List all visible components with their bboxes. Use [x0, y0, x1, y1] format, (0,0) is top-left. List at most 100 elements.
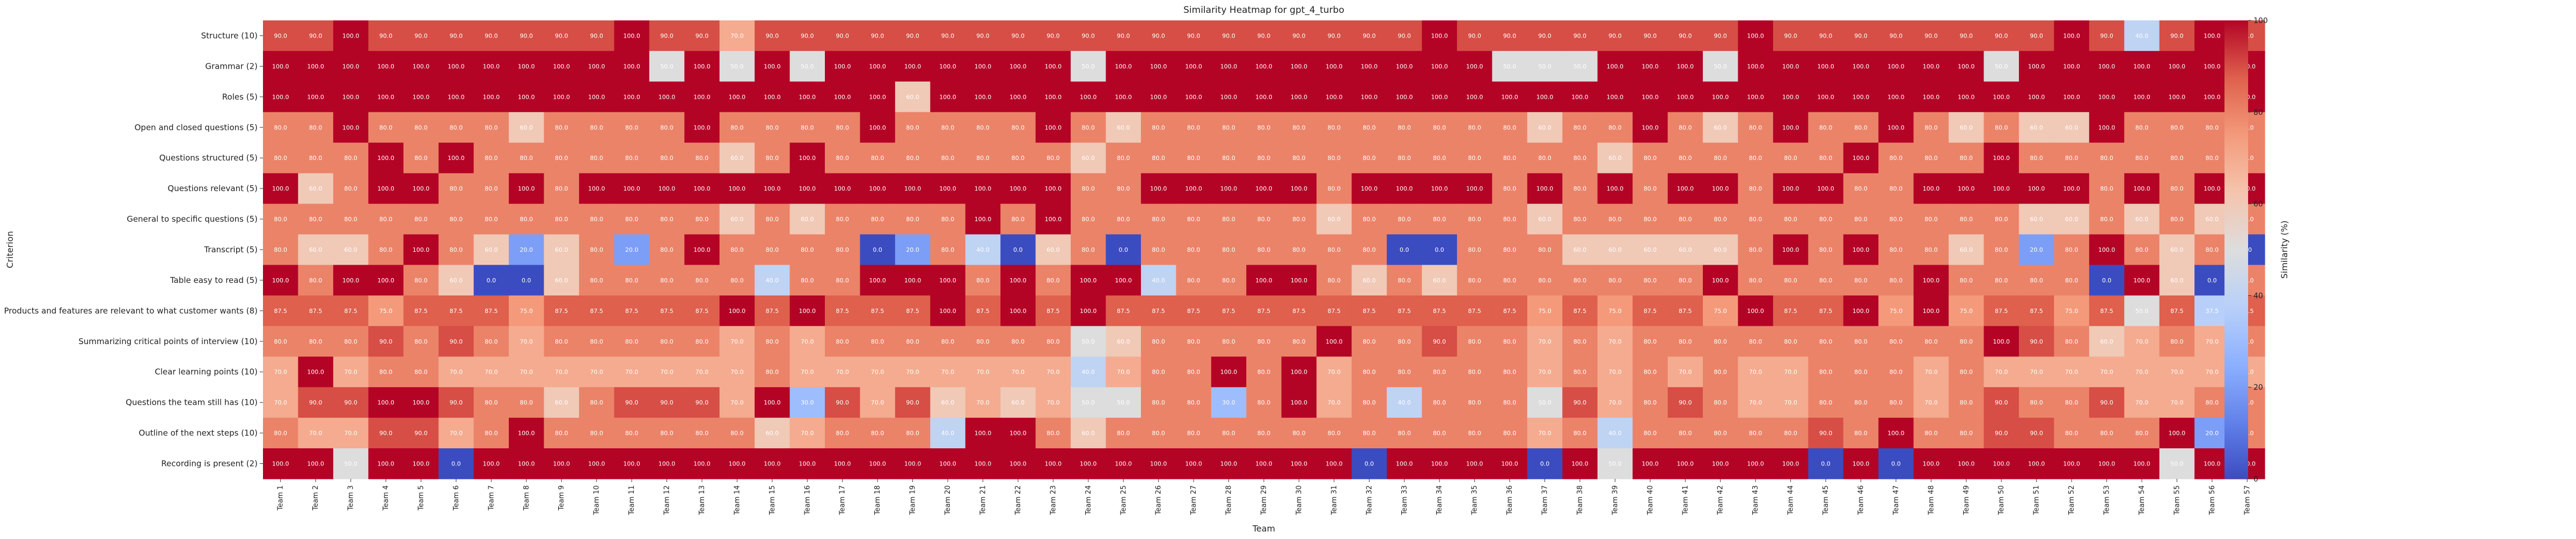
- heatmap-cell: [895, 295, 931, 326]
- cell-value-label: 100.0: [975, 93, 992, 100]
- heatmap-cell: [2194, 387, 2230, 418]
- cell-value-label: 80.0: [696, 338, 709, 345]
- heatmap-cell: [2054, 142, 2090, 174]
- heatmap-cell: [1808, 142, 1844, 174]
- heatmap-cell: [614, 20, 650, 52]
- cell-value-label: 100.0: [2028, 461, 2045, 468]
- cell-value-label: 100.0: [1712, 93, 1729, 100]
- cell-value-label: 100.0: [588, 63, 605, 70]
- heatmap-cell: [789, 295, 825, 326]
- cell-value-label: 80.0: [590, 246, 603, 253]
- heatmap-cells: 90.0 90.0 100.0 90.0 90.0 90.0 90.0 90.0 90.0 90.…: [263, 20, 2265, 479]
- cell-value-label: 100.0: [1080, 93, 1097, 100]
- cell-value-label: 70.0: [1749, 399, 1762, 406]
- heatmap-cell: [860, 387, 896, 418]
- cell-value-label: 80.0: [1574, 185, 1587, 192]
- heatmap-cell: [1527, 234, 1563, 266]
- cell-value-label: 90.0: [1257, 32, 1271, 39]
- heatmap-cell: [1035, 326, 1071, 357]
- heatmap-cell: [1422, 50, 1458, 82]
- heatmap-cell: [1246, 173, 1282, 205]
- heatmap-cell: [1597, 203, 1633, 235]
- cell-value-label: 100.0: [834, 93, 851, 100]
- heatmap-cell: [473, 448, 509, 479]
- cell-value-label: 80.0: [1222, 430, 1235, 437]
- cell-value-label: 80.0: [485, 430, 498, 437]
- cell-value-label: 80.0: [1433, 399, 1446, 406]
- heatmap-cell: [1738, 234, 1774, 266]
- heatmap-cell: [1387, 295, 1423, 326]
- cell-value-label: 80.0: [1819, 277, 1833, 284]
- heatmap-cell: [1387, 418, 1423, 449]
- heatmap-cell: [719, 142, 755, 174]
- cell-value-label: 100.0: [1747, 32, 1764, 39]
- cell-value-label: 80.0: [2206, 124, 2219, 131]
- heatmap-cell: [1035, 295, 1071, 326]
- cell-value-label: 100.0: [1009, 430, 1027, 437]
- heatmap-cell: [1738, 387, 1774, 418]
- cell-value-label: 90.0: [274, 32, 287, 39]
- cell-value-label: 80.0: [344, 185, 357, 192]
- heatmap-cell: [2018, 387, 2054, 418]
- heatmap-cell: [965, 142, 1001, 174]
- heatmap-cell: [2124, 142, 2160, 174]
- heatmap-cell: [1351, 326, 1387, 357]
- heatmap-cell: [1984, 418, 2019, 449]
- cell-value-label: 90.0: [450, 399, 463, 406]
- cell-value-label: 100.0: [623, 461, 640, 468]
- heatmap-cell: [825, 173, 861, 205]
- cell-value-label: 80.0: [1363, 124, 1376, 131]
- colorbar-title: Similarity (%): [2279, 221, 2289, 279]
- cell-value-label: 75.0: [1538, 308, 1552, 315]
- heatmap-cell: [1422, 418, 1458, 449]
- heatmap-cell: [860, 326, 896, 357]
- cell-value-label: 40.0: [941, 430, 955, 437]
- heatmap-cell: [579, 20, 614, 52]
- cell-value-label: 80.0: [976, 155, 990, 162]
- cell-value-label: 80.0: [1503, 216, 1517, 223]
- cell-value-label: 100.0: [729, 93, 746, 100]
- cell-value-label: 80.0: [1854, 430, 1868, 437]
- cell-value-label: 100.0: [1185, 185, 1202, 192]
- heatmap-cell: [965, 50, 1001, 82]
- cell-value-label: 100.0: [623, 93, 640, 100]
- heatmap-cell: [1351, 203, 1387, 235]
- cell-value-label: 90.0: [1082, 32, 1095, 39]
- cell-value-label: 60.0: [1608, 246, 1622, 253]
- cell-value-label: 80.0: [1117, 216, 1130, 223]
- cell-value-label: 90.0: [309, 399, 323, 406]
- cell-value-label: 100.0: [1747, 308, 1764, 315]
- cell-value-label: 100.0: [799, 308, 816, 315]
- heatmap-cell: [1176, 142, 1212, 174]
- heatmap-cell: [509, 203, 545, 235]
- cell-value-label: 87.5: [1784, 308, 1797, 315]
- heatmap-cell: [1527, 356, 1563, 388]
- cell-value-label: 100.0: [834, 461, 851, 468]
- cell-value-label: 100.0: [272, 277, 289, 284]
- heatmap-cell: [614, 448, 650, 479]
- cell-value-label: 90.0: [2030, 32, 2043, 39]
- heatmap-cell: [1984, 50, 2019, 82]
- heatmap-cell: [2089, 112, 2125, 143]
- y-axis-title: Criterion: [5, 231, 15, 268]
- heatmap-cell: [719, 295, 755, 326]
- heatmap-cell: [1702, 326, 1739, 357]
- cell-value-label: 87.5: [1433, 308, 1446, 315]
- heatmap-cell: [579, 142, 614, 174]
- x-tick-label: Team 28: [1225, 485, 1233, 515]
- heatmap-cell: [614, 356, 650, 388]
- cell-value-label: 90.0: [976, 32, 990, 39]
- cell-value-label: 100.0: [1326, 63, 1343, 70]
- cell-value-label: 80.0: [1995, 277, 2008, 284]
- cell-value-label: 80.0: [1819, 246, 1833, 253]
- cell-value-label: 100.0: [1431, 63, 1448, 70]
- heatmap-cell: [1702, 418, 1739, 449]
- heatmap-cell: [1281, 234, 1317, 266]
- heatmap-cell: [2194, 326, 2230, 357]
- heatmap-cell: [930, 50, 966, 82]
- heatmap-cell: [614, 173, 650, 205]
- cell-value-label: 80.0: [1749, 338, 1762, 345]
- heatmap-cell: [1211, 295, 1247, 326]
- colorbar-tick-label: 80: [2253, 108, 2263, 117]
- cell-value-label: 100.0: [2204, 93, 2221, 100]
